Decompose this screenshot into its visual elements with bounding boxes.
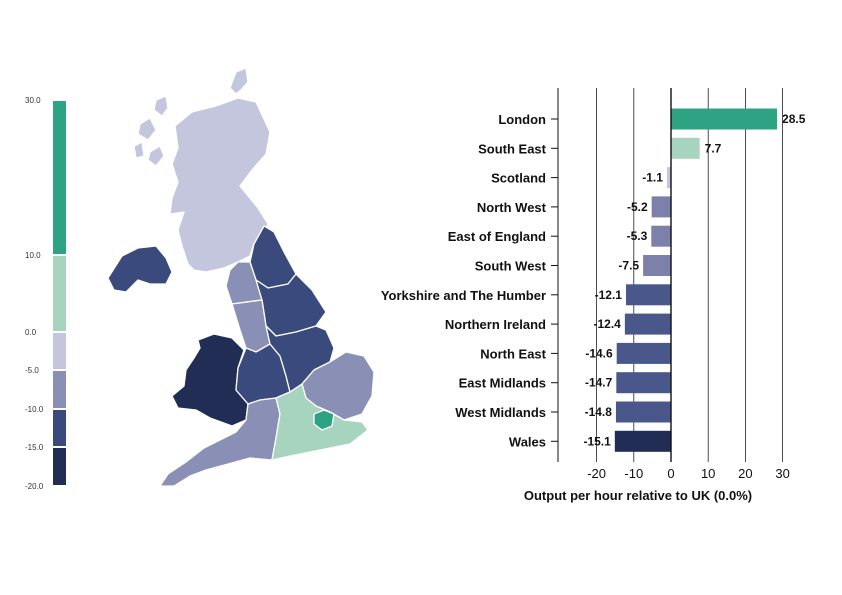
bar — [614, 430, 671, 452]
x-tick-label: 30 — [775, 466, 789, 481]
x-axis-title: Output per hour relative to UK (0.0%) — [524, 488, 752, 503]
legend-tick-label: 0.0 — [25, 328, 37, 337]
bar — [666, 167, 671, 189]
category-label: South East — [478, 141, 547, 156]
x-tick-label: 0 — [667, 466, 674, 481]
bar — [651, 225, 671, 247]
legend-band — [53, 333, 66, 369]
legend-tick-label: 10.0 — [25, 251, 41, 260]
value-label: -12.1 — [595, 288, 623, 302]
category-label: North West — [477, 200, 547, 215]
map-region-east-midlands — [265, 325, 335, 393]
legend-tick-label: 30.0 — [25, 96, 41, 105]
value-labels: 28.5 7.7 -1.1 -5.2 -5.3 -7.5 -12.1 -12.4 -14.6 -1… — [583, 112, 805, 448]
legend-labels: 30.0 10.0 0.0 -5.0 -10.0 -15.0 -20.0 — [25, 96, 44, 491]
category-label: London — [498, 112, 546, 127]
category-label: East of England — [448, 229, 546, 244]
map-region-london — [313, 409, 335, 431]
bars — [614, 108, 778, 452]
x-tick-label: 10 — [701, 466, 715, 481]
color-legend: 30.0 10.0 0.0 -5.0 -10.0 -15.0 -20.0 — [25, 96, 66, 491]
legend-band — [53, 371, 66, 408]
value-label: 28.5 — [782, 112, 806, 126]
value-label: -14.8 — [585, 405, 613, 419]
legend-tick-label: -5.0 — [25, 366, 39, 375]
bar — [616, 372, 671, 394]
x-tick-label: -10 — [624, 466, 643, 481]
category-label: North East — [480, 346, 546, 361]
value-label: -7.5 — [618, 259, 639, 273]
category-label: Scotland — [491, 171, 546, 186]
category-label: Yorkshire and The Humber — [381, 288, 546, 303]
legend-tick-label: -15.0 — [25, 443, 44, 452]
x-tick-label: 20 — [738, 466, 752, 481]
category-label: Wales — [509, 434, 546, 449]
value-label: 7.7 — [705, 141, 722, 155]
x-tick-label: -20 — [587, 466, 606, 481]
legend-band — [53, 410, 66, 446]
category-labels: London South East Scotland North West East o… — [381, 112, 547, 449]
legend-band — [53, 256, 66, 331]
legend-tick-label: -10.0 — [25, 405, 44, 414]
bar — [616, 342, 671, 364]
legend-band — [53, 101, 66, 254]
x-tick-labels: -20 -10 0 10 20 30 — [587, 466, 790, 481]
bar — [671, 108, 778, 130]
y-axis-ticks — [551, 118, 558, 442]
gridlines — [596, 88, 783, 462]
bar-chart: London South East Scotland North West East o… — [381, 88, 806, 503]
uk-region-map — [107, 67, 375, 487]
bar — [625, 284, 671, 306]
category-label: Northern Ireland — [445, 317, 546, 332]
category-label: West Midlands — [455, 405, 546, 420]
value-label: -15.1 — [583, 434, 611, 448]
bar — [615, 401, 671, 423]
category-label: South West — [475, 259, 547, 274]
legend-band — [53, 448, 66, 485]
value-label: -14.6 — [585, 346, 613, 360]
bar — [624, 313, 671, 335]
value-label: -1.1 — [642, 171, 663, 185]
map-region-wales — [171, 333, 249, 427]
value-label: -14.7 — [585, 376, 613, 390]
legend-bands — [53, 101, 66, 485]
map-region-scotland — [133, 67, 271, 273]
value-label: -5.2 — [627, 200, 648, 214]
legend-tick-label: -20.0 — [25, 482, 44, 491]
value-label: -12.4 — [594, 317, 622, 331]
bar — [671, 137, 700, 159]
value-label: -5.3 — [627, 229, 648, 243]
bar — [651, 196, 671, 218]
category-label: East Midlands — [459, 376, 546, 391]
bar — [643, 255, 671, 276]
map-region-northern-ireland — [107, 245, 173, 293]
